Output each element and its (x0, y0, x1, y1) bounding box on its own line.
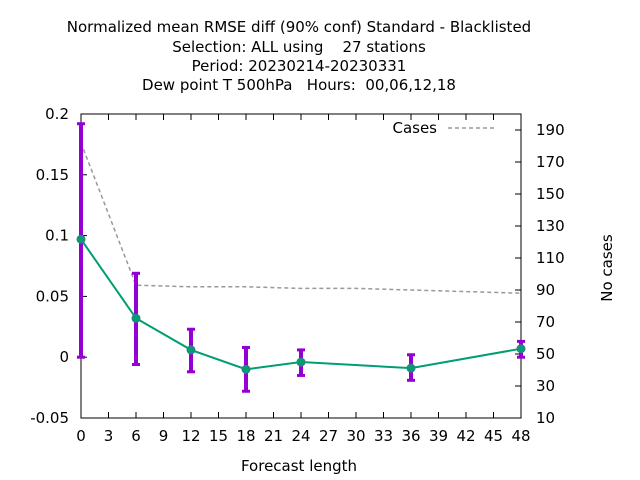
x-tick-label: 9 (159, 427, 169, 445)
x-tick-label: 33 (374, 427, 393, 445)
rmse-diff-point (516, 344, 526, 354)
x-tick-label: 18 (236, 427, 255, 445)
x-tick-label: 39 (429, 427, 448, 445)
y-right-tick-label: 70 (536, 313, 555, 331)
rmse-diff-point (296, 357, 306, 367)
rmse-diff-point (76, 234, 86, 244)
x-tick-label: 36 (401, 427, 420, 445)
title-line-4: Dew point T 500hPa Hours: 00,06,12,18 (142, 76, 456, 94)
y-left-tick-label: 0.1 (45, 227, 69, 245)
y-right-tick-label: 170 (536, 153, 565, 171)
x-tick-label: 0 (76, 427, 86, 445)
y-left-tick-label: 0.05 (36, 287, 69, 305)
rmse-diff-point (241, 364, 251, 374)
y-right-tick-label: 10 (536, 409, 555, 427)
title-line-1: Normalized mean RMSE diff (90% conf) Sta… (67, 18, 531, 36)
x-tick-label: 6 (131, 427, 141, 445)
x-tick-label: 24 (291, 427, 310, 445)
y-right-tick-label: 130 (536, 217, 565, 235)
x-tick-label: 21 (264, 427, 283, 445)
legend: Cases (392, 119, 495, 137)
chart-title: Normalized mean RMSE diff (90% conf) Sta… (67, 18, 531, 94)
y-left-tick-label: -0.05 (30, 409, 69, 427)
cases-series-line (80, 142, 522, 294)
y-left-tick-label: 0.2 (45, 105, 69, 123)
x-tick-label: 12 (181, 427, 200, 445)
y-right-tick-label: 110 (536, 249, 565, 267)
rmse-diff-point (186, 345, 196, 355)
data-layer (76, 122, 526, 393)
y-right-tick-label: 90 (536, 281, 555, 299)
x-tick-label: 3 (104, 427, 114, 445)
title-line-3: Period: 20230214-20230331 (192, 57, 407, 75)
x-tick-label: 42 (456, 427, 475, 445)
right-axis-label: No cases (598, 234, 616, 302)
legend-label-cases: Cases (392, 119, 437, 137)
y-right-tick-label: 190 (536, 121, 565, 139)
x-tick-label: 30 (346, 427, 365, 445)
x-tick-label: 45 (484, 427, 503, 445)
x-tick-label: 48 (511, 427, 530, 445)
y-left-tick-label: 0.15 (36, 166, 69, 184)
y-left-tick-label: 0 (59, 348, 69, 366)
rmse-diff-point (131, 313, 141, 323)
x-tick-label: 27 (319, 427, 338, 445)
title-line-2: Selection: ALL using 27 stations (172, 38, 426, 56)
y-right-tick-label: 50 (536, 345, 555, 363)
y-right-tick-label: 150 (536, 185, 565, 203)
axis-ticks: 0 3 6 9 12 15 18 21 24 27 30 33 36 39 42 45 48-0.0500.05… (30, 105, 564, 445)
rmse-diff-point (406, 363, 416, 373)
x-axis-label: Forecast length (241, 457, 357, 475)
y-right-tick-label: 30 (536, 377, 555, 395)
x-tick-label: 15 (209, 427, 228, 445)
